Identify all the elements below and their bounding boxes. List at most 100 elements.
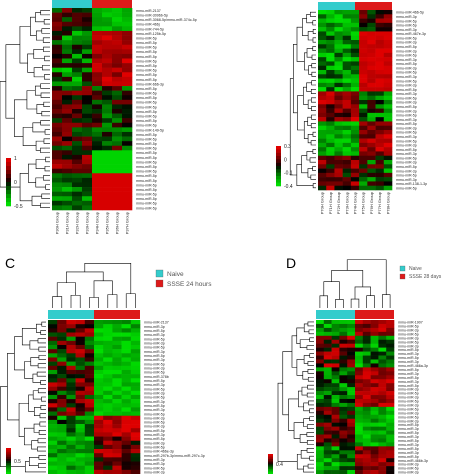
panel-c-heatmap-cell [75, 336, 86, 342]
panel-a-heatmap-cell [112, 122, 123, 128]
panel-a-heatmap-cell [112, 63, 123, 68]
panel-d-heatmap-cell [386, 395, 395, 400]
panel-b-heatmap-cell [383, 125, 393, 131]
panel-a-heatmap-cell [72, 81, 83, 87]
panel-d-heatmap-cell [347, 422, 356, 427]
panel-d-group-bar-naive [316, 310, 355, 319]
panel-c-row-label: mmu-miR-378b [144, 375, 169, 379]
panel-b-heatmap-cell [334, 160, 343, 165]
panel-d-heatmap-cell [339, 466, 348, 471]
panel-b-heatmap-cell [318, 125, 327, 131]
panel-c-heatmap-cell [48, 382, 58, 387]
panel-a-heatmap-cell [62, 200, 73, 206]
panel-d-heatmap-cell [347, 363, 356, 368]
panel-a-heatmap-cell [102, 35, 113, 41]
panel-b-heatmap-cell [326, 117, 335, 122]
panel-b-heatmap-cell [367, 57, 376, 62]
panel-b-heatmap-cell [383, 87, 393, 92]
panel-c-heatmap-cell [103, 449, 113, 454]
panel-a-heatmap-cell [112, 200, 123, 206]
panel-d-legend-label-naive: Naive [409, 266, 422, 272]
panel-d-heatmap-cell [339, 438, 348, 443]
panel-d-heatmap-cell [386, 462, 395, 467]
panel-a-heatmap-cell [52, 177, 63, 183]
panel-c-heatmap-cell [112, 432, 122, 437]
panel-b-heatmap-cell [334, 155, 343, 161]
panel-a-heatmap-cell [82, 8, 93, 13]
panel-b-heatmap-cell [375, 177, 385, 182]
panel-b-heatmap-cell [350, 151, 360, 157]
panel-b-heatmap-cell [326, 70, 335, 75]
panel-a-heatmap-cell [82, 53, 93, 59]
panel-c-heatmap-cell [57, 344, 67, 350]
panel-a-heatmap-cell [122, 44, 133, 50]
panel-c-heatmap-cell [121, 469, 132, 474]
panel-c-heatmap-cell [112, 469, 122, 474]
panel-c-heatmap-cell [130, 436, 141, 441]
panel-c-heatmap-cell [130, 453, 141, 458]
panel-d-heatmap-cell [316, 426, 325, 431]
panel-a-heatmap-cell [82, 49, 93, 55]
panel-d-heatmap-cell [370, 347, 379, 352]
panel-a-row-dendrogram-branch [35, 12, 45, 23]
panel-d-heatmap-cell [370, 458, 379, 463]
panel-a-heatmap-cell [122, 58, 133, 64]
panel-c-heatmap-cell [66, 411, 76, 417]
panel-b-heatmap-cell [359, 52, 368, 58]
panel-a-heatmap-cell [72, 122, 83, 128]
panel-a-heatmap-cell [92, 187, 103, 192]
panel-b-heatmap-cell [326, 14, 335, 19]
panel-c-heatmap-cell [121, 386, 132, 392]
panel-c-heatmap-cell [66, 328, 76, 333]
panel-c-row-label: mmu-miR-5p [144, 329, 165, 333]
panel-a-heatmap-cell [122, 136, 133, 142]
panel-b-heatmap-cell [334, 130, 343, 135]
panel-b-heatmap-cell [375, 48, 385, 54]
panel-d-heatmap-cell [316, 335, 325, 341]
panel-d-heatmap-cell [339, 418, 348, 423]
panel-d-heatmap-cell [362, 414, 371, 420]
panel-c-heatmap-cell [130, 382, 141, 387]
panel-a-scale-swatch [6, 158, 11, 163]
panel-d-row-dendrogram-branch [296, 453, 304, 470]
panel-d-heatmap-cell [347, 406, 356, 412]
panel-a-heatmap-cell [52, 90, 63, 96]
panel-a-heatmap-cell [52, 145, 63, 151]
panel-b-heatmap-cell [318, 57, 327, 62]
panel-b-row-dendrogram-branch [309, 157, 316, 163]
panel-a-heatmap-cell [82, 81, 93, 87]
panel-c-heatmap-cell [48, 436, 58, 441]
panel-d-heatmap-cell [386, 418, 395, 423]
panel-b-heatmap-cell [350, 138, 360, 144]
panel-b-heatmap-cell [326, 168, 335, 174]
panel-c-column-dendrogram-branch [52, 296, 63, 308]
panel-a-heatmap-cell [112, 205, 123, 211]
panel-b-heatmap-cell [367, 65, 376, 71]
panel-a-heatmap-cell [62, 205, 73, 211]
panel-a-heatmap-cell [112, 72, 123, 78]
panel-c-heatmap-cell [75, 369, 86, 375]
panel-c-heatmap-cell [57, 428, 67, 433]
panel-d-heatmap-cell [355, 402, 364, 408]
panel-c-heatmap-cell [94, 403, 104, 408]
panel-a-row-dendrogram-branch [34, 85, 42, 96]
panel-b-heatmap-cell [359, 168, 368, 174]
panel-a-heatmap-cell [72, 141, 83, 147]
panel-a-heatmap-cell [122, 113, 133, 119]
panel-b-heatmap-cell [318, 172, 327, 178]
panel-d-row-dendrogram-branch [309, 455, 314, 461]
panel-b-heatmap-cell [383, 100, 393, 105]
panel-b-heatmap-cell [367, 48, 376, 54]
panel-b-heatmap-cell [326, 130, 335, 135]
panel-d-scale-swatch [268, 465, 273, 468]
panel-a-heatmap-cell [112, 8, 123, 13]
panel-b-row-dendrogram-branch [311, 63, 316, 69]
panel-b-heatmap-cell [367, 100, 376, 105]
panel-b-heatmap-cell [383, 70, 393, 75]
panel-a-heatmap-cell [72, 118, 83, 124]
panel-b-heatmap-cell [342, 44, 352, 49]
panel-d-heatmap-cell [323, 371, 332, 376]
panel-a-heatmap-cell [82, 145, 93, 151]
panel-a-heatmap-cell [92, 164, 103, 169]
panel-a-heatmap-cell [112, 177, 123, 183]
